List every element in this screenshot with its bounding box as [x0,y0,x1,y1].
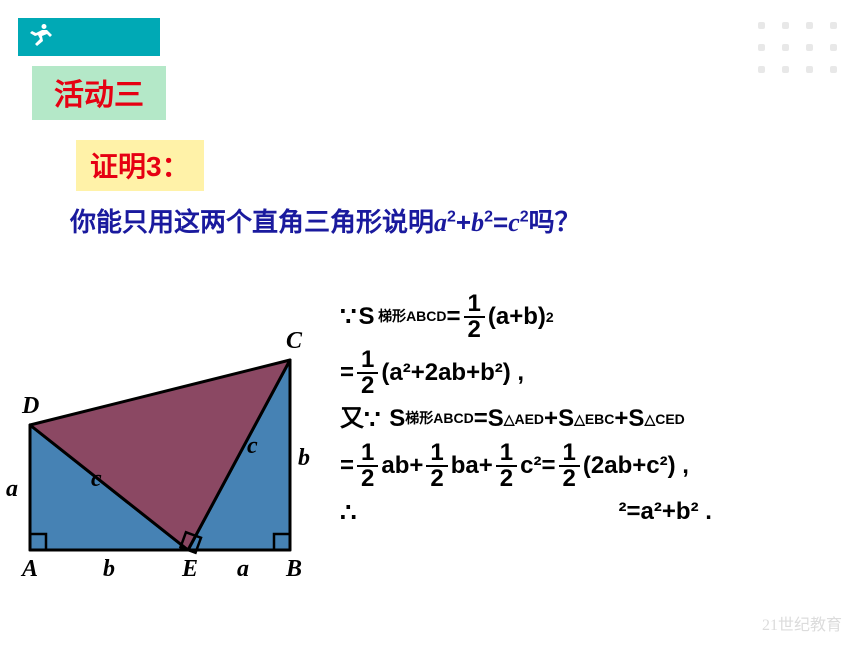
frac-4d: 12 [559,441,580,491]
frac-4c: 12 [496,441,517,491]
q-eq: = [493,207,508,237]
math-line-4: = 12 ab + 12 ba + 12 c² = 12 (2ab+c²) , [340,441,712,491]
l5-tail: ²=a²+b² . [619,498,712,527]
eq-2: = [340,359,354,388]
l4-ab: ab [381,452,409,481]
math-line-2: = 12 (a²+2ab+b²) , [340,348,712,398]
l2-body: (a²+2ab+b²) , [381,359,524,388]
question-pre: 你能只用这两个直角三角形说明 [70,207,434,237]
proof-text: 证明3： [90,151,190,182]
eq-1: = [447,303,461,332]
q-b: b [471,208,484,237]
q-a-exp: 2 [447,208,456,225]
geometry-diagram: DCAEBababcc [10,320,340,605]
S-aed: S [488,405,504,434]
math-line-3: 又 ∵ S梯形ABCD = S△AED + S△EBC + S△CED [340,404,712,435]
math-line-1: ∵ S 梯形ABCD = 12 (a+b)2 [340,292,712,342]
l4-c2: c² [520,452,541,481]
therefore: ∴ [340,497,357,528]
math-line-5: ∴ ²=a²+b² . [340,497,712,528]
l1-exp: 2 [546,309,554,326]
proof-heading: 证明3： [76,140,204,191]
decorative-dots [758,22,838,74]
l4-tail: (2ab+c²) , [583,452,689,481]
frac-4b: 12 [426,441,447,491]
S-2: S [389,405,405,434]
plus-3: + [409,452,423,481]
question-text: 你能只用这两个直角三角形说明a2+b2=c2吗？ [70,202,581,239]
watermark: 21世纪教育 [762,611,842,635]
S-ced: S [628,405,644,434]
math-derivation: ∵ S 梯形ABCD = 12 (a+b)2 = 12 (a²+2ab+b²) … [340,292,712,534]
plus-1: + [544,405,558,434]
frac-2: 12 [357,348,378,398]
q-b-exp: 2 [484,208,493,225]
q-c: c [508,208,520,237]
runner-icon [26,20,54,55]
plus-2: + [614,405,628,434]
frac-1: 12 [464,292,485,342]
q-post: 吗？ [529,207,581,237]
q-c-exp: 2 [520,208,529,225]
top-banner [18,18,160,56]
l4-ba: ba [451,452,479,481]
q-plus: + [456,207,471,237]
q-a: a [434,208,447,237]
S-1: S [359,303,375,332]
eq-4: = [340,452,354,481]
activity-text: 活动三 [54,79,144,112]
l3-pre: 又 [340,405,364,434]
activity-heading: 活动三 [32,66,166,120]
eq-3a: = [474,405,488,434]
because-1: ∵ [340,301,357,332]
plus-4: + [479,452,493,481]
frac-4a: 12 [357,441,378,491]
because-2: ∵ [364,404,381,435]
S-ebc: S [558,405,574,434]
l1-tail: (a+b) [488,303,546,332]
eq-4b: = [542,452,556,481]
